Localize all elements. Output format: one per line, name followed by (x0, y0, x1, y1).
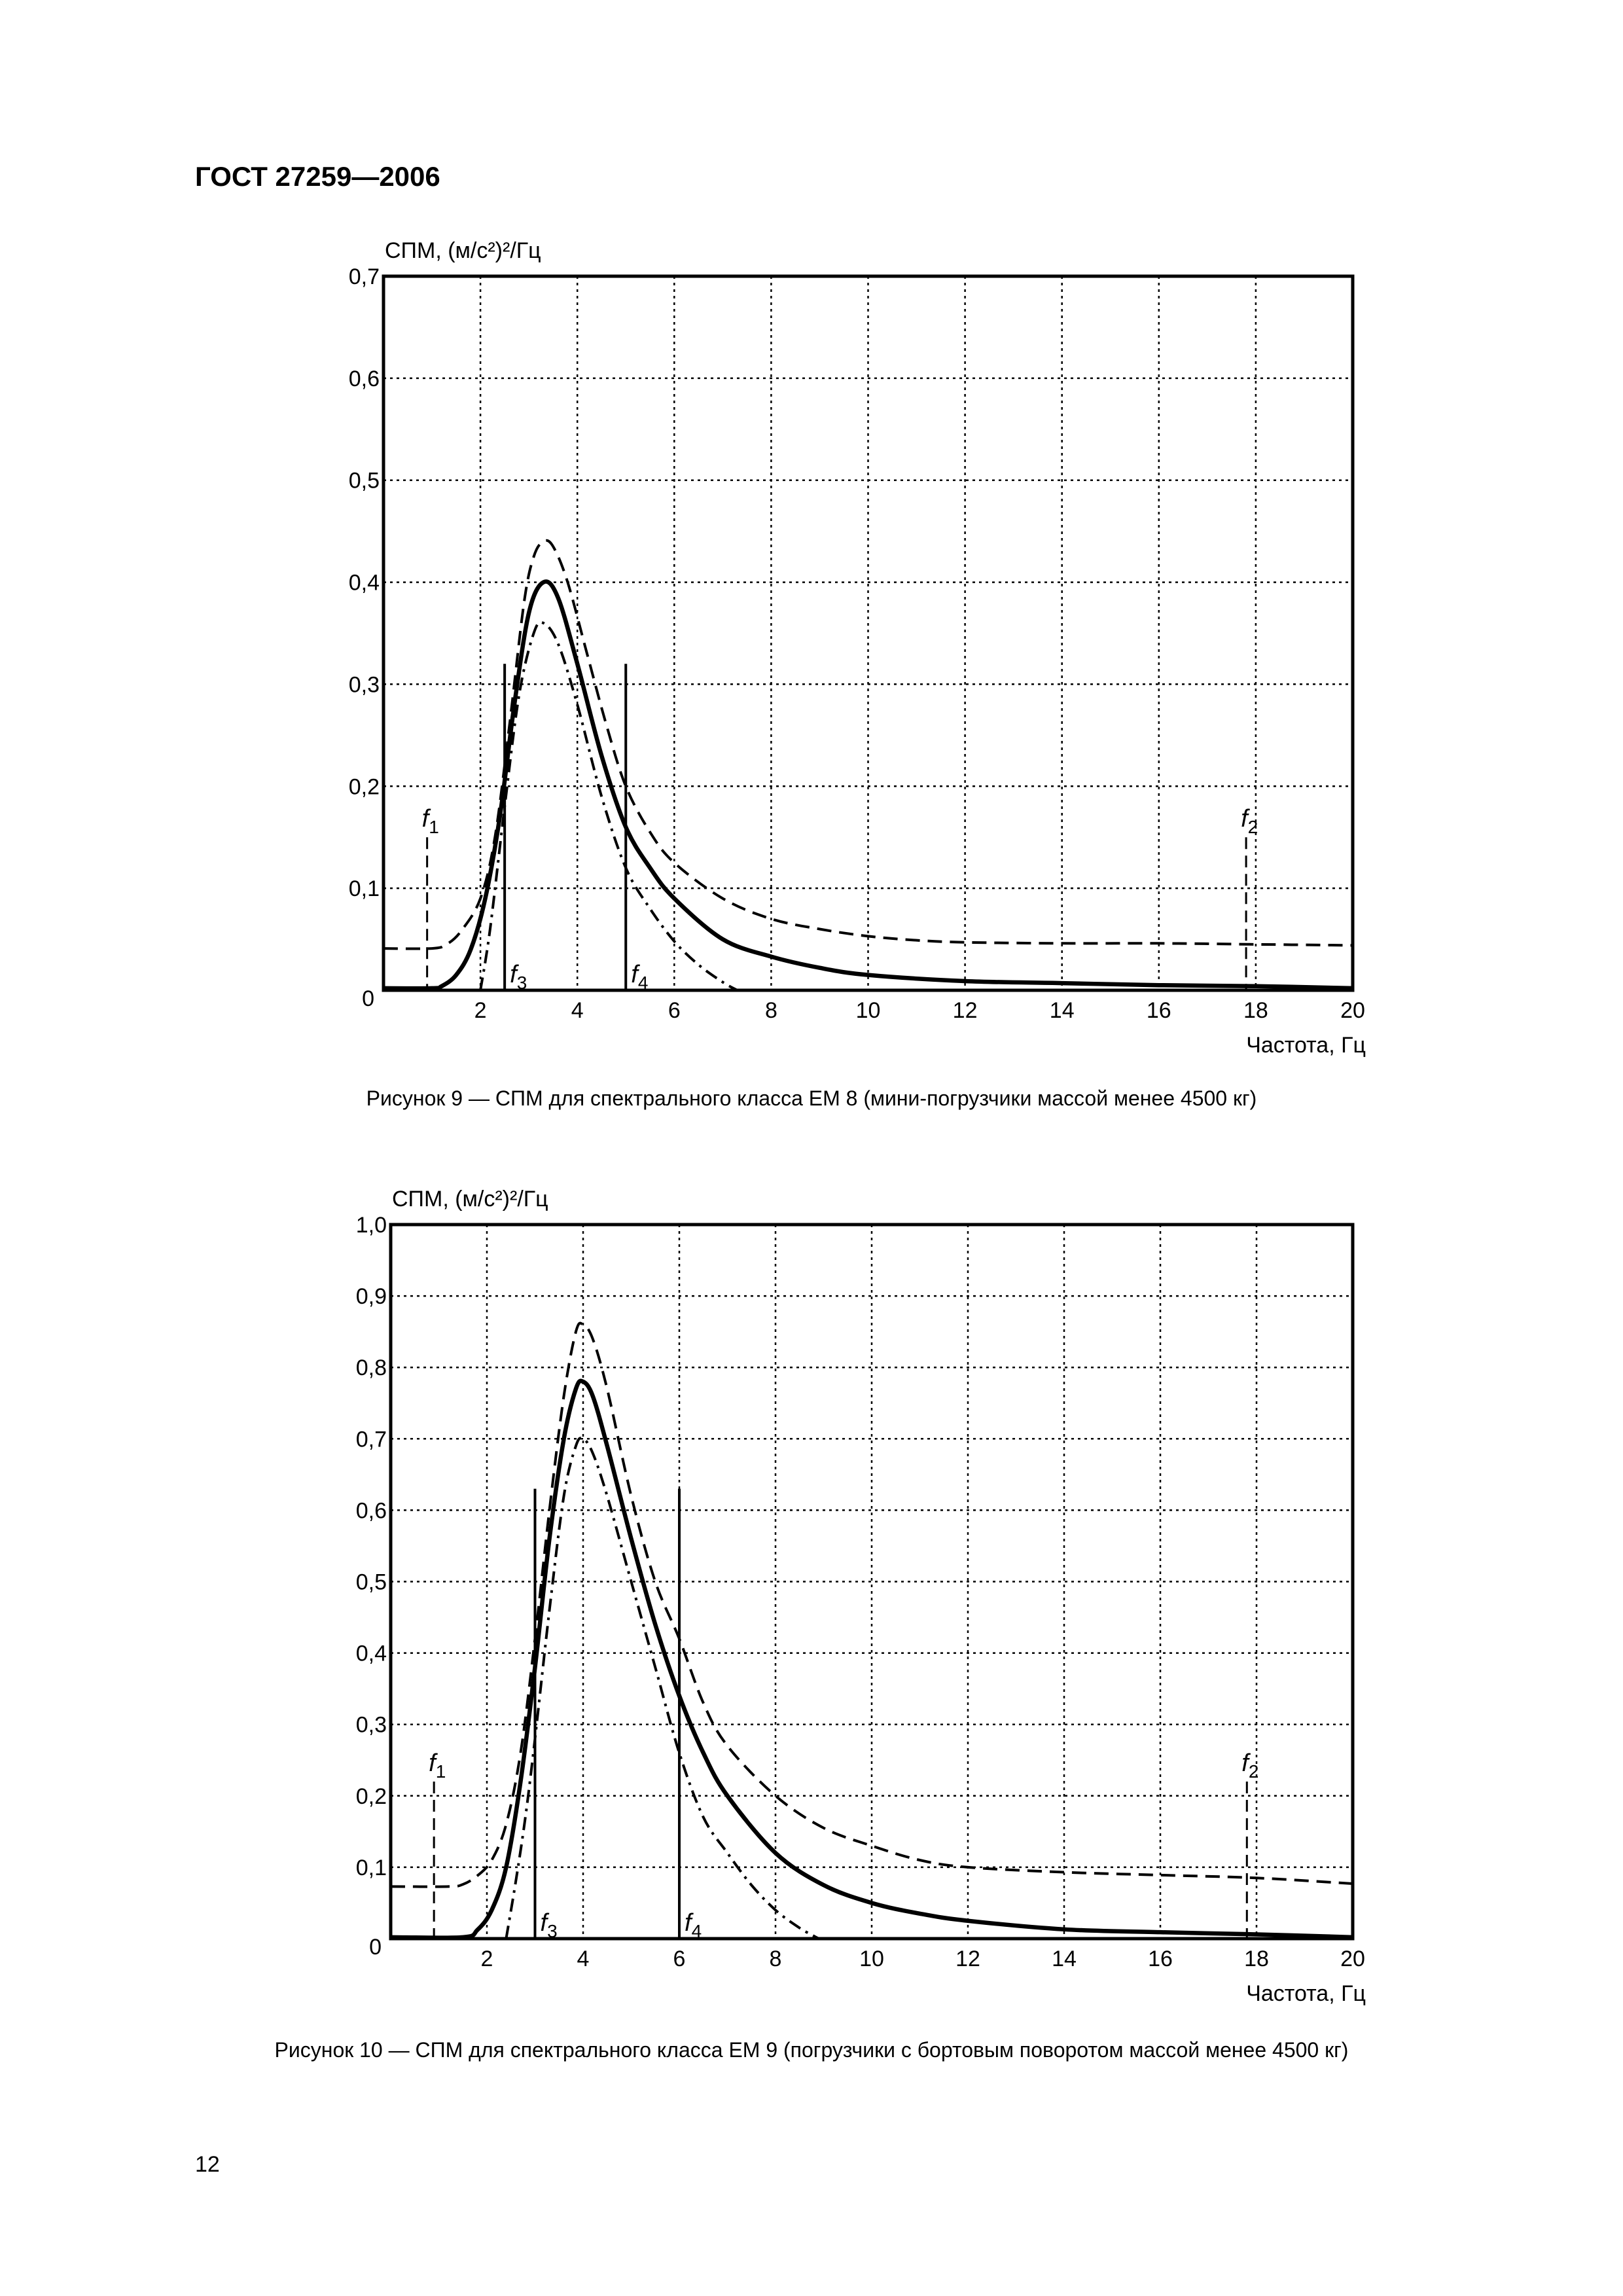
y-tick-label: 0,1 (356, 1856, 387, 1880)
x-tick-label: 18 (1243, 998, 1268, 1023)
x-tick-label: 2 (481, 1946, 493, 1971)
x-axis-label: Частота, Гц (1246, 1033, 1366, 1058)
x-tick-label: 0 (362, 986, 374, 1011)
x-tick-label: 10 (859, 1946, 884, 1971)
x-tick-label: 6 (668, 998, 681, 1023)
y-tick-label: 0,4 (356, 1641, 387, 1666)
figure-10-caption: Рисунок 10 — СПМ для спектрального класс… (274, 2038, 1349, 2062)
y-tick-label: 0,7 (356, 1427, 387, 1452)
y-tick-label: 0,7 (349, 264, 380, 289)
x-tick-label: 20 (1340, 998, 1365, 1023)
x-tick-label: 12 (953, 998, 978, 1023)
x-tick-label: 14 (1050, 998, 1075, 1023)
y-tick-label: 0,3 (356, 1713, 387, 1738)
plot-frame (389, 1223, 1355, 1941)
x-tick-label: 0 (369, 1935, 382, 1960)
marker-label-f1: f1 (429, 1749, 446, 1782)
y-axis-label: СПМ, (м/с²)²/Гц (385, 238, 541, 263)
marker-label-f4: f4 (631, 961, 648, 993)
chart-10: 0 2 4 6 8 10 12 14 16 18 20 0,1 0,2 0,3 0,4 0,5 0,6 0,7 0,… (356, 1187, 1366, 2006)
x-tick-label: 16 (1147, 998, 1171, 1023)
marker-label-f2: f2 (1241, 1749, 1258, 1782)
x-tick-label: 10 (856, 998, 881, 1023)
x-tick-label: 12 (955, 1946, 980, 1971)
document-header: ГОСТ 27259—2006 (195, 161, 440, 192)
marker-label-f3: f3 (510, 961, 527, 993)
x-tick-label: 2 (474, 998, 487, 1023)
x-tick-label: 14 (1052, 1946, 1077, 1971)
y-tick-label: 0,3 (349, 672, 380, 697)
series-upper-line (390, 1321, 1353, 1888)
y-tick-label: 0,9 (356, 1284, 387, 1309)
marker-label-f2: f2 (1241, 805, 1258, 837)
chart-9: 0 2 4 6 8 10 12 14 16 18 20 0,1 0,2 0,3 0,4 0,5 0,6 0,7СП… (349, 238, 1366, 1058)
page-number: 12 (195, 2152, 220, 2177)
marker-label-f1: f1 (422, 805, 439, 837)
plot-frame (382, 274, 1355, 992)
x-tick-label: 18 (1244, 1946, 1269, 1971)
x-tick-label: 4 (571, 998, 584, 1023)
y-tick-label: 0,2 (349, 774, 380, 799)
y-axis-label: СПМ, (м/с²)²/Гц (392, 1187, 548, 1211)
x-tick-label: 8 (770, 1946, 782, 1971)
y-tick-label: 0,1 (349, 876, 380, 901)
x-tick-label: 8 (765, 998, 777, 1023)
y-tick-label: 0,6 (349, 367, 380, 391)
y-tick-label: 0,2 (356, 1784, 387, 1809)
series-lower-line (505, 1437, 820, 1940)
x-tick-label: 6 (673, 1946, 686, 1971)
series-nominal-line (383, 579, 1353, 991)
y-tick-label: 0,4 (349, 571, 380, 596)
figure-9-caption: Рисунок 9 — СПМ для спектрального класса… (366, 1086, 1257, 1110)
y-tick-label: 0,5 (349, 469, 380, 493)
series-nominal-line (390, 1378, 1353, 1940)
y-tick-label: 0,5 (356, 1570, 387, 1595)
x-tick-label: 20 (1340, 1946, 1365, 1971)
y-tick-label: 0,8 (356, 1355, 387, 1380)
y-tick-label: 0,6 (356, 1498, 387, 1523)
y-tick-label: 1,0 (356, 1213, 387, 1238)
x-axis-label: Частота, Гц (1246, 1981, 1366, 2006)
marker-label-f4: f4 (685, 1909, 702, 1941)
marker-label-f3: f3 (541, 1909, 558, 1941)
series-lower-line (479, 620, 738, 992)
x-tick-label: 4 (577, 1946, 590, 1971)
x-tick-label: 16 (1148, 1946, 1173, 1971)
